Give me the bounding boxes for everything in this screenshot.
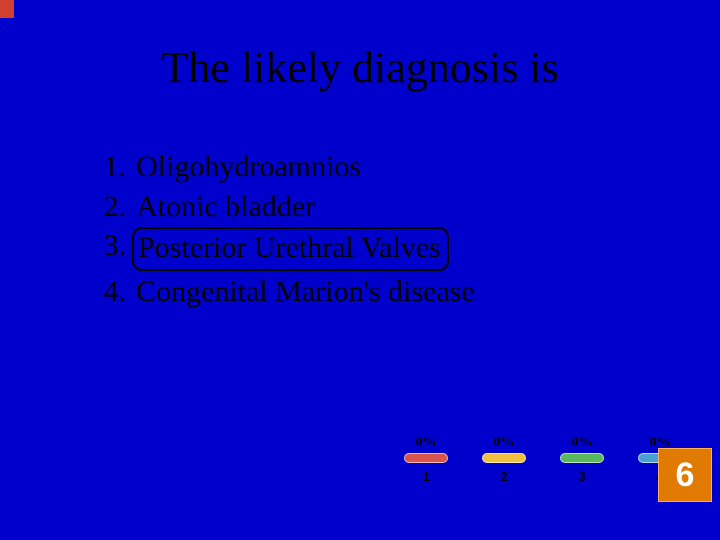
poll-label: 3 xyxy=(560,469,604,484)
option-number: 2. xyxy=(94,188,136,226)
poll-label: 2 xyxy=(482,469,526,484)
option-text: Posterior Urethral Valves xyxy=(136,227,449,271)
highlighted-answer: Posterior Urethral Valves xyxy=(132,227,449,271)
poll-pill xyxy=(404,453,448,463)
poll-percent: 0% xyxy=(560,435,604,451)
slide-title: The likely diagnosis is xyxy=(0,42,720,93)
poll-bar: 0% 3 xyxy=(560,435,604,484)
option-row: 1.Oligohydroamnios xyxy=(94,148,514,186)
countdown-badge: 6 xyxy=(658,448,712,502)
option-row: 2.Atonic bladder xyxy=(94,188,514,226)
option-number: 4. xyxy=(94,273,136,311)
poll-label: 1 xyxy=(404,469,448,484)
option-text: Congenital Marion's disease xyxy=(136,273,475,311)
poll-pill xyxy=(560,453,604,463)
option-number: 3. xyxy=(94,227,136,265)
poll-percent: 0% xyxy=(482,435,526,451)
poll-pill xyxy=(482,453,526,463)
poll-bars: 0%10%20%30%4 xyxy=(404,435,682,484)
option-text: Atonic bladder xyxy=(136,188,315,226)
option-number: 1. xyxy=(94,148,136,186)
option-row: 4.Congenital Marion's disease xyxy=(94,273,514,311)
options-list: 1.Oligohydroamnios2.Atonic bladder3.Post… xyxy=(94,148,514,312)
poll-percent: 0% xyxy=(404,435,448,451)
option-row: 3.Posterior Urethral Valves xyxy=(94,227,514,271)
option-text: Oligohydroamnios xyxy=(136,148,361,186)
top-edge-decoration xyxy=(0,0,14,18)
poll-bar: 0% 1 xyxy=(404,435,448,484)
poll-bar: 0% 2 xyxy=(482,435,526,484)
